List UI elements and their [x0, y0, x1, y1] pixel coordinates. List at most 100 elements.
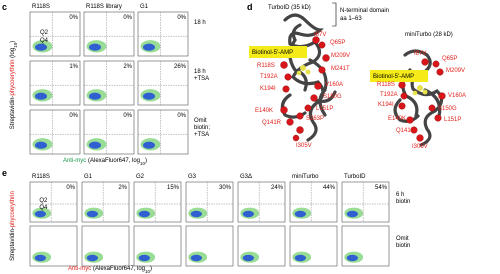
mutation-label: R118S: [377, 82, 395, 88]
cell-density: [143, 92, 155, 100]
column-header: G3Δ: [240, 174, 252, 180]
panel-c: c R118S R118S library G1 0% Q2 Q4 0% 0% 18 h 1% 2% 2…: [2, 2, 210, 166]
percent-label: 0%: [123, 15, 132, 21]
mutation-label: T192A: [380, 92, 398, 98]
cell-density: [34, 210, 46, 218]
structure-title: miniTurbo (28 kD): [405, 32, 453, 38]
percent-label: 30%: [219, 185, 232, 191]
label-part: Anti-myc: [63, 158, 86, 164]
row-label: biotin: [396, 243, 410, 249]
label-part: Streptavidin-: [10, 227, 16, 261]
cell-density: [190, 210, 202, 218]
cell-density: [346, 254, 358, 262]
panel-label: c: [2, 2, 7, 12]
label-part: (AlexaFluor647, log: [86, 158, 140, 164]
mutation-label: R118S: [257, 63, 275, 69]
row-label: 18 h: [194, 20, 206, 26]
domain-label: N-terminal domain: [340, 8, 389, 14]
mutation-label: S150G: [323, 94, 342, 100]
column-header: G1: [140, 4, 149, 10]
column-header: G2: [136, 174, 145, 180]
quadrant-label: Q4: [40, 38, 49, 44]
row-label: Omit: [194, 118, 207, 124]
mutation-label: L151P: [316, 106, 333, 112]
cell-density: [143, 43, 155, 51]
mutation-label: Q141R: [262, 120, 282, 126]
bracket: [332, 2, 337, 27]
flow-plot: [81, 181, 130, 223]
percent-label: 0%: [69, 15, 78, 21]
cell-density: [294, 210, 306, 218]
flow-plot: [237, 181, 286, 223]
flow-plot: [137, 60, 189, 106]
percent-label: 0%: [123, 113, 132, 119]
cell-density: [138, 254, 150, 262]
label-part: (log: [10, 48, 16, 60]
cell-density: [34, 254, 46, 262]
row-label: +TSA: [194, 76, 209, 82]
flow-plot: [341, 225, 390, 267]
cell-density: [346, 210, 358, 218]
row-label: +TSA: [194, 132, 209, 138]
row-label: Omit: [396, 236, 409, 242]
axis-label: Streptavidin-phycoerythrin (log10): [10, 41, 18, 129]
label-part: phycoerythrin: [10, 59, 16, 95]
mutation-label: Q65P: [442, 56, 457, 62]
axis-label: Anti-myc (AlexaFluor647, log10): [68, 266, 152, 274]
panel-label: d: [247, 2, 253, 12]
label-part: 10: [140, 161, 146, 166]
axis-label: Anti-myc (AlexaFluor647, log10): [63, 158, 147, 166]
cell-density: [242, 210, 254, 218]
cell-density: [190, 254, 202, 262]
label-part: ): [145, 158, 147, 164]
percent-label: 1%: [69, 64, 78, 70]
label-part: (AlexaFluor647, log: [91, 266, 145, 272]
percent-label: 44%: [323, 185, 336, 191]
quadrant-label: Q2: [39, 198, 48, 204]
row-label: 6 h: [396, 192, 404, 198]
structure-title: TurboID (35 kD): [268, 5, 311, 11]
axis-label: Streptavidin-phycoerythrin: [10, 191, 16, 261]
mutation-label: I87V: [314, 32, 326, 38]
mutation-label: Q141R: [396, 128, 416, 134]
percent-label: 0%: [177, 113, 186, 119]
mutation-label: K194I: [260, 86, 276, 92]
mutation-label: Q65P: [330, 40, 345, 46]
percent-label: 2%: [118, 185, 127, 191]
percent-label: 0%: [69, 113, 78, 119]
mutation-label: E140K: [388, 116, 406, 122]
cell-density: [86, 254, 98, 262]
cell-density: [35, 141, 47, 149]
percent-label: 15%: [167, 185, 180, 191]
mutation-label: S263P: [306, 116, 324, 122]
mutation-label: M209V: [446, 68, 465, 74]
mutation-label: V160A: [448, 93, 466, 99]
label-part: phycoerythrin: [10, 191, 16, 227]
percent-label: 24%: [271, 185, 284, 191]
mutation-label: I305V: [296, 143, 312, 149]
label-part: Streptavidin-: [10, 96, 16, 130]
turboid-structure: [280, 13, 337, 142]
label-part: 10: [13, 42, 18, 48]
ligand-label: Biotinol-5′-AMP: [373, 74, 414, 80]
column-header: miniTurbo: [292, 174, 319, 180]
mutation-label: M209V: [331, 53, 350, 59]
mutation-label: T192A: [260, 74, 278, 80]
panel-label: e: [2, 168, 7, 178]
mutation-label: I305V: [412, 144, 428, 150]
column-header: R118S: [32, 4, 50, 10]
quadrant-label: Q4: [39, 205, 48, 211]
flow-plot: [341, 181, 390, 223]
flow-plot: [137, 11, 189, 57]
column-header: TurboID: [344, 174, 366, 180]
cell-density: [35, 92, 47, 100]
cell-density: [89, 43, 101, 51]
ligand-box: [249, 46, 307, 58]
domain-label: aa 1–63: [340, 16, 362, 22]
percent-label: 54%: [375, 185, 388, 191]
mutation-label: V160A: [325, 82, 343, 88]
cell-density: [242, 254, 254, 262]
mutation-label: K194I: [378, 102, 394, 108]
column-header: G1: [84, 174, 93, 180]
